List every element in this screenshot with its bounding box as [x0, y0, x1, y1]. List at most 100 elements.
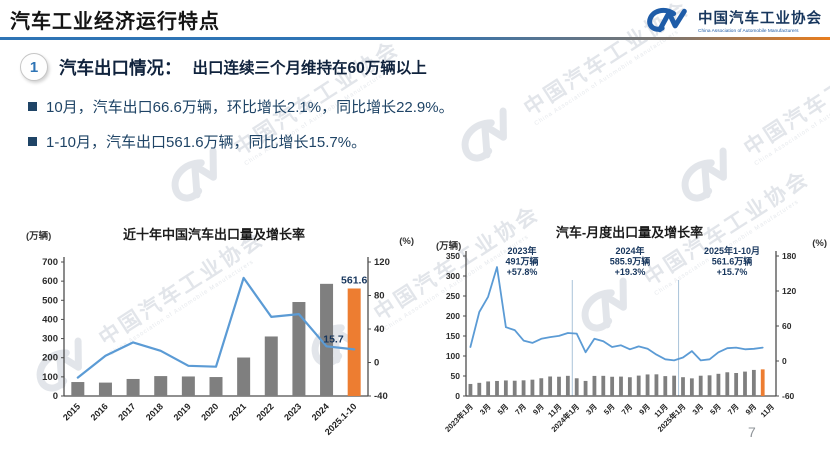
right-tick-label: 0 [374, 358, 379, 369]
bullet-item: 10月，汽车出口66.6万辆，环比增长2.1%，同比增长22.9%。 [28, 96, 454, 117]
x-tick-label: 2022 [254, 401, 275, 422]
right-tick-label: -40 [374, 391, 388, 402]
export-volume-bar [557, 376, 561, 396]
left-tick-label: 250 [446, 291, 460, 301]
left-axis-unit: (万辆) [26, 231, 52, 242]
right-tick-label: 60 [782, 321, 792, 331]
bullet-square-icon [28, 102, 37, 111]
export-volume-bar [71, 382, 85, 396]
export-volume-bar [347, 288, 361, 396]
export-volume-bar [583, 380, 588, 396]
year-summary-annotation: 2023年 491万辆+57.8% [505, 245, 538, 277]
bullet-item: 1-10月，汽车出口561.6万辆，同比增长15.7%。 [28, 131, 454, 152]
growth-rate-line [469, 266, 764, 362]
export-volume-bar [592, 375, 597, 396]
export-volume-bar [698, 375, 703, 396]
caam-logo-icon [647, 7, 687, 33]
export-volume-bar [154, 376, 168, 396]
export-volume-bar [98, 382, 112, 396]
export-volume-bar [663, 376, 668, 396]
left-tick-label: 600 [42, 276, 58, 287]
right-tick-label: 80 [374, 291, 385, 302]
page-number: 7 [748, 424, 756, 440]
left-tick-label: 100 [446, 351, 460, 361]
left-tick-label: 300 [42, 334, 58, 345]
export-volume-bar [521, 380, 526, 396]
caam-logo: 中国汽车工业协会 China Association of Automobile… [646, 7, 822, 34]
x-tick-label: 2021 [227, 401, 248, 422]
right-axis-unit: (%) [399, 236, 414, 247]
left-tick-label: 200 [42, 353, 58, 364]
x-tick-label: 3月 [691, 402, 706, 417]
export-volume-bar [751, 369, 756, 396]
export-volume-bar [320, 283, 334, 396]
x-tick-label: 3月 [478, 402, 493, 417]
export-volume-bar [237, 357, 251, 396]
bullet-list: 10月，汽车出口66.6万辆，环比增长2.1%，同比增长22.9%。 1-10月… [28, 96, 454, 166]
export-volume-bar [672, 375, 677, 396]
x-tick-label: 9月 [637, 402, 652, 417]
section-title: 汽车出口情况： [59, 57, 182, 78]
left-tick-label: 300 [446, 271, 460, 281]
export-volume-bar [486, 381, 491, 396]
export-volume-bar [716, 373, 721, 396]
export-volume-bar [264, 336, 278, 396]
export-volume-bar [645, 374, 650, 396]
line-end-value-label: 15.7 [323, 333, 344, 345]
export-volume-bar [707, 375, 712, 396]
export-volume-bar [574, 378, 579, 396]
x-tick-label: 5月 [602, 402, 617, 417]
monthly-export-chart-plot: 0 50 100 150 200 250 300 350 -60 0 60 120 180 2023年1月… [442, 245, 796, 434]
left-tick-label: 150 [446, 331, 460, 341]
watermark-text: 中国汽车工业协会 [740, 36, 830, 161]
bullet-text: 1-10月，汽车出口561.6万辆，同比增长15.7%。 [46, 134, 367, 151]
left-tick-label: 0 [455, 391, 460, 401]
export-volume-bar [619, 376, 623, 396]
year-summary-annotation: 2025年1-10月 561.6万辆+15.7% [704, 245, 760, 277]
right-tick-label: 0 [782, 356, 787, 366]
left-tick-label: 0 [53, 391, 58, 402]
export-volume-bar [126, 378, 140, 396]
export-volume-bar [743, 371, 747, 396]
x-tick-label: 2018 [144, 401, 165, 422]
export-volume-bar [209, 377, 223, 396]
watermark-subtext: China Association of Automobile Manufact… [753, 69, 830, 168]
x-tick-label: 3月 [584, 402, 599, 417]
export-volume-bar [627, 377, 632, 396]
x-tick-label: 2015 [61, 401, 82, 422]
export-volume-bar [760, 369, 765, 396]
bullet-text: 10月，汽车出口66.6万辆，环比增长2.1%，同比增长22.9%。 [46, 99, 454, 116]
x-tick-label: 5月 [496, 402, 511, 417]
export-volume-bar [734, 373, 739, 396]
bar-end-value-label: 561.6 [341, 274, 367, 286]
right-axis-unit: (%) [812, 238, 827, 249]
caam-logo-watermark-icon [681, 147, 727, 202]
x-tick-label: 9月 [744, 402, 759, 417]
export-volume-bar [468, 383, 473, 396]
export-volume-bar [654, 374, 659, 396]
export-volume-bar [689, 378, 694, 396]
chart-title: 近十年中国汽车出口量及增长率 [122, 227, 305, 242]
caam-logo-name-en: China Association of Automobile Manufact… [698, 29, 799, 34]
x-tick-label: 5月 [708, 402, 723, 417]
title-divider [0, 37, 830, 40]
year-summary-annotation: 2024年 585.9万辆+19.3% [610, 245, 651, 277]
export-volume-bar [292, 302, 306, 396]
export-volume-bar [601, 375, 606, 396]
right-tick-label: 180 [782, 251, 796, 261]
x-tick-label: 2019 [172, 401, 193, 422]
caam-logo-watermark-icon [461, 107, 507, 162]
x-tick-label: 2020 [199, 401, 220, 422]
export-volume-bar [539, 378, 544, 396]
caam-logo-name: 中国汽车工业协会 [698, 11, 822, 27]
x-tick-label: 7月 [513, 402, 528, 417]
x-tick-label: 9月 [531, 402, 546, 417]
export-volume-bar [725, 372, 730, 396]
export-volume-bar [530, 379, 535, 396]
section-subtitle: 出口连续三个月维持在60万辆以上 [192, 60, 427, 77]
x-tick-label: 2024 [310, 401, 331, 422]
x-tick-label: 2017 [116, 401, 137, 422]
annual-export-chart-plot: 0 100 200 300 400 500 600 700 -40 0 40 80 120 2015 201… [42, 257, 390, 437]
right-tick-label: 120 [374, 257, 390, 268]
